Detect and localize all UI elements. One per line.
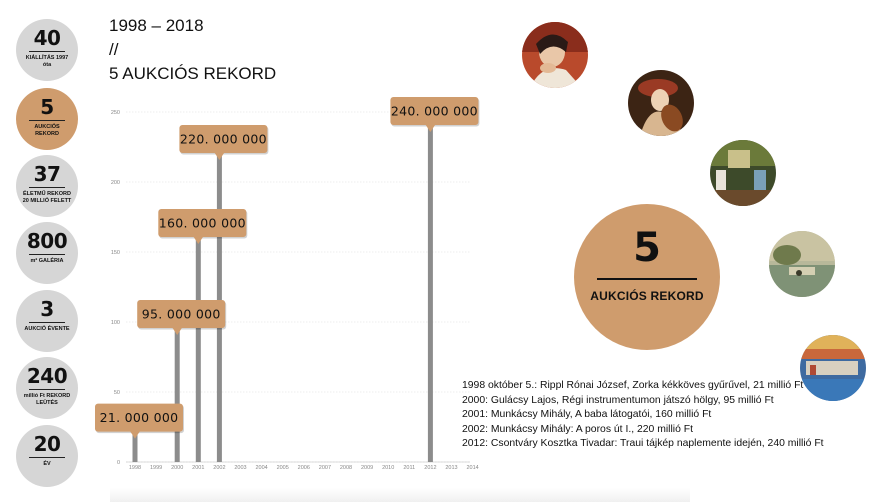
x-tick-label: 2005 xyxy=(277,465,289,471)
x-tick-label: 2011 xyxy=(403,465,415,471)
stat-number: 20 xyxy=(33,432,61,456)
stat-number: 240 xyxy=(26,364,68,388)
stat-number: 5 xyxy=(40,95,54,119)
stat-label: AUKCIÓ ÉVENTE xyxy=(24,326,70,332)
bar-label-callout: 21. 000 000 xyxy=(95,403,184,439)
stat-circle: 5 AUKCIÓS REKORD xyxy=(16,88,78,150)
stat-divider xyxy=(29,322,65,323)
chart-heading: 1998 – 2018 // 5 AUKCIÓS REKORD xyxy=(109,14,276,86)
record-count-label: AUKCIÓS REKORD xyxy=(590,289,704,303)
footnote-line: 2001: Munkácsy Mihály, A baba látogatói,… xyxy=(462,409,712,420)
bar-label-callout: 220. 000 000 xyxy=(179,125,269,160)
x-tick-label: 1999 xyxy=(150,465,162,471)
bar xyxy=(195,238,201,462)
bar-data-label: 21. 000 000 xyxy=(100,410,179,425)
x-tick-label: 2009 xyxy=(361,465,373,471)
stat-divider xyxy=(29,187,65,188)
x-tick-label: 2006 xyxy=(298,465,310,471)
stat-circle: 20 ÉV xyxy=(16,425,78,487)
stat-number: 37 xyxy=(33,162,61,186)
record-count-number: 5 xyxy=(633,225,661,271)
stat-divider xyxy=(29,120,65,121)
y-tick-label: 150 xyxy=(111,250,120,256)
stat-number: 40 xyxy=(33,26,61,50)
heading-years: 1998 – 2018 xyxy=(109,16,204,35)
stat-label: m² GALÉRIA xyxy=(30,258,64,264)
x-tick-label: 2002 xyxy=(213,465,225,471)
x-tick-label: 2001 xyxy=(192,465,204,471)
stat-divider xyxy=(29,389,65,390)
record-count-divider xyxy=(597,278,697,280)
stat-label: millió Ft REKORD LEÜTÉS xyxy=(23,393,71,406)
stat-divider xyxy=(29,457,65,458)
heading-title: 5 AUKCIÓS REKORD xyxy=(109,64,277,83)
footnote-line: 2002: Munkácsy Mihály: A poros út I., 22… xyxy=(462,423,694,435)
x-tick-label: 2000 xyxy=(171,465,183,471)
footnote-line: 2000: Gulácsy Lajos, Régi instrumentumon… xyxy=(462,394,774,406)
bar xyxy=(132,432,138,462)
x-tick-label: 2013 xyxy=(445,465,457,471)
interior-scene-painting-icon xyxy=(710,140,776,206)
bottom-shadow xyxy=(110,488,690,502)
bar-data-label: 160. 000 000 xyxy=(159,216,246,231)
record-footnotes: 1998 október 5.: Rippl Rónai József, Zor… xyxy=(462,379,824,452)
stat-label: KIÁLLÍTÁS 1997 óta xyxy=(25,55,69,68)
y-tick-label: 0 xyxy=(117,460,120,466)
bar xyxy=(427,126,433,462)
stat-number: 3 xyxy=(40,297,54,321)
stat-circle: 800 m² GALÉRIA xyxy=(16,222,78,284)
heading-separator: // xyxy=(109,40,119,59)
y-tick-label: 50 xyxy=(114,390,120,396)
stat-circle: 240 millió Ft REKORD LEÜTÉS xyxy=(16,357,78,419)
x-tick-label: 2012 xyxy=(424,465,436,471)
stat-number: 800 xyxy=(26,229,68,253)
bar xyxy=(174,329,180,462)
dusty-road-landscape-painting-icon xyxy=(769,231,835,297)
stat-circle: 40 KIÁLLÍTÁS 1997 óta xyxy=(16,19,78,81)
y-tick-label: 100 xyxy=(111,320,120,326)
footnote-line: 2012: Csontváry Kosztka Tivadar: Traui t… xyxy=(462,438,824,449)
x-tick-label: 2008 xyxy=(340,465,352,471)
bar-data-label: 95. 000 000 xyxy=(142,307,221,322)
bar-label-callout: 95. 000 000 xyxy=(137,300,227,335)
y-tick-label: 200 xyxy=(111,180,120,186)
woman-instrument-painting-icon xyxy=(628,70,694,136)
stat-label: ÉLETMŰ REKORD 20 MILLIÓ FELETT xyxy=(22,191,72,204)
footnote-line: 1998 október 5.: Rippl Rónai József, Zor… xyxy=(462,380,804,391)
x-tick-label: 1998 xyxy=(129,465,141,471)
stat-divider xyxy=(29,51,65,52)
record-count-badge: 5 AUKCIÓS REKORD xyxy=(574,204,720,350)
stat-divider xyxy=(29,254,65,255)
bar-data-label: 220. 000 000 xyxy=(180,132,267,147)
x-tick-label: 2003 xyxy=(234,465,246,471)
portrait-woman-painting-icon xyxy=(522,22,588,88)
bar-label-callout: 240. 000 000 xyxy=(390,97,480,132)
stat-circle: 37 ÉLETMŰ REKORD 20 MILLIÓ FELETT xyxy=(16,155,78,217)
bar-label-callout: 160. 000 000 xyxy=(158,209,248,244)
x-tick-label: 2007 xyxy=(319,465,331,471)
stat-label: AUKCIÓS REKORD xyxy=(34,124,60,137)
y-tick-label: 250 xyxy=(111,110,120,116)
bar-data-label: 240. 000 000 xyxy=(391,104,478,119)
sunset-coast-painting-icon xyxy=(800,335,866,401)
stat-label: ÉV xyxy=(43,461,51,467)
stat-circle: 3 AUKCIÓ ÉVENTE xyxy=(16,290,78,352)
x-tick-label: 2004 xyxy=(255,465,267,471)
x-tick-label: 2014 xyxy=(466,465,478,471)
x-tick-label: 2010 xyxy=(382,465,394,471)
